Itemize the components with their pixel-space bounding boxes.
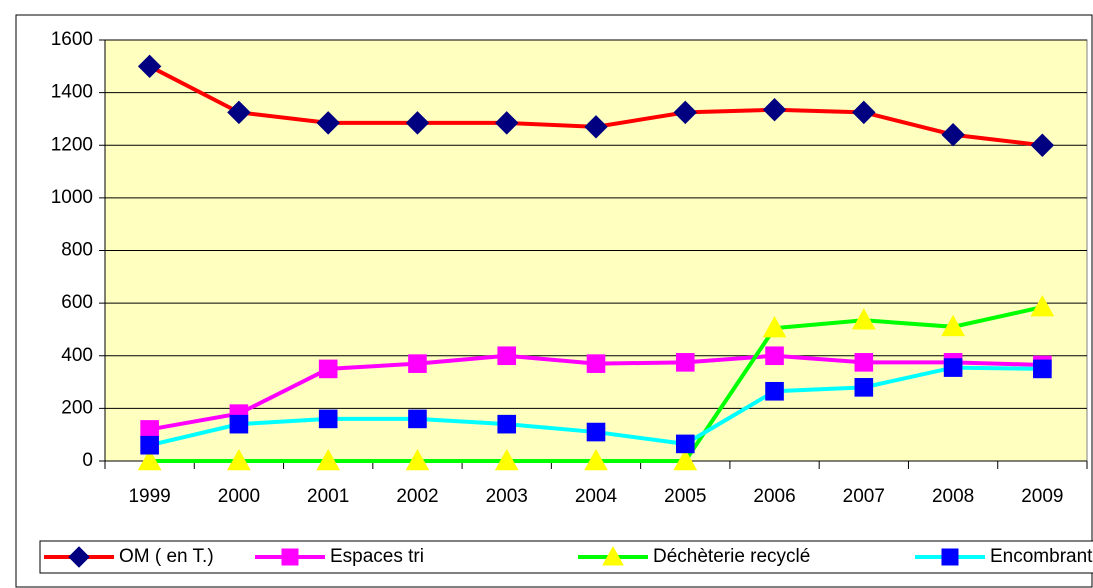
series-marker [765,381,784,401]
series-marker [495,111,519,135]
series-marker [137,448,162,471]
x-tick-label: 2002 [396,486,438,507]
legend-marker [68,546,90,568]
series-marker [494,448,519,471]
series-marker [497,346,517,366]
series-marker [584,448,608,471]
series-marker [405,111,430,135]
series-marker [408,354,427,373]
series-marker [405,448,430,471]
y-tick-label: 600 [61,292,93,313]
series-marker [852,100,876,125]
x-tick-label: 2008 [932,486,974,507]
series-marker [227,448,251,471]
series-marker [318,359,338,379]
y-tick-label: 1000 [51,187,93,208]
x-tick-label: 2000 [218,486,260,507]
series-marker [941,314,965,337]
series-marker [140,435,159,455]
x-tick-label: 2009 [1021,486,1063,507]
series-marker [1030,133,1055,157]
series-marker [854,353,874,372]
x-tick-label: 2007 [843,486,885,507]
series-marker [408,409,427,429]
series-marker [586,422,606,442]
series-marker [765,346,784,366]
x-tick-label: 2004 [575,486,618,507]
x-tick-label: 2006 [753,486,795,507]
y-tick-label: 1200 [51,134,93,155]
legend-marker [941,548,959,566]
y-tick-label: 200 [61,397,93,418]
x-tick-label: 1999 [128,486,170,507]
series-marker [316,111,340,135]
series-marker [318,409,338,429]
series-marker [675,353,695,372]
series-marker [675,434,695,454]
series-marker [316,448,341,471]
legend-label: Encombrants déchèterie [990,546,1093,567]
legend-marker [281,548,299,566]
series-marker [137,54,162,79]
series-marker [941,123,965,147]
series-marker [497,414,517,434]
y-tick-label: 0 [82,450,93,471]
series-marker [229,414,249,434]
series-marker [851,308,876,330]
series-marker [1030,295,1055,317]
series-marker [584,115,608,139]
series-marker [1033,359,1052,379]
legend-label: OM ( en T.) [119,546,214,567]
series-marker [943,358,963,377]
series-marker [140,420,159,439]
series-marker [673,100,697,125]
legend-label: Espaces tri [330,546,424,567]
series-marker [227,100,251,125]
legend-marker [602,545,624,566]
y-tick-label: 400 [61,345,93,366]
x-tick-label: 2003 [486,486,528,507]
y-tick-label: 800 [61,240,93,261]
series-marker [854,378,874,397]
series-marker [762,316,787,338]
series-marker [586,354,606,373]
y-tick-label: 1600 [51,29,93,50]
series-marker [762,98,787,122]
x-tick-label: 2005 [664,486,706,507]
x-tick-label: 2001 [307,486,349,507]
series-marker [673,448,698,471]
y-tick-label: 1400 [51,82,93,103]
legend-label: Déchèterie recyclé [653,546,810,567]
